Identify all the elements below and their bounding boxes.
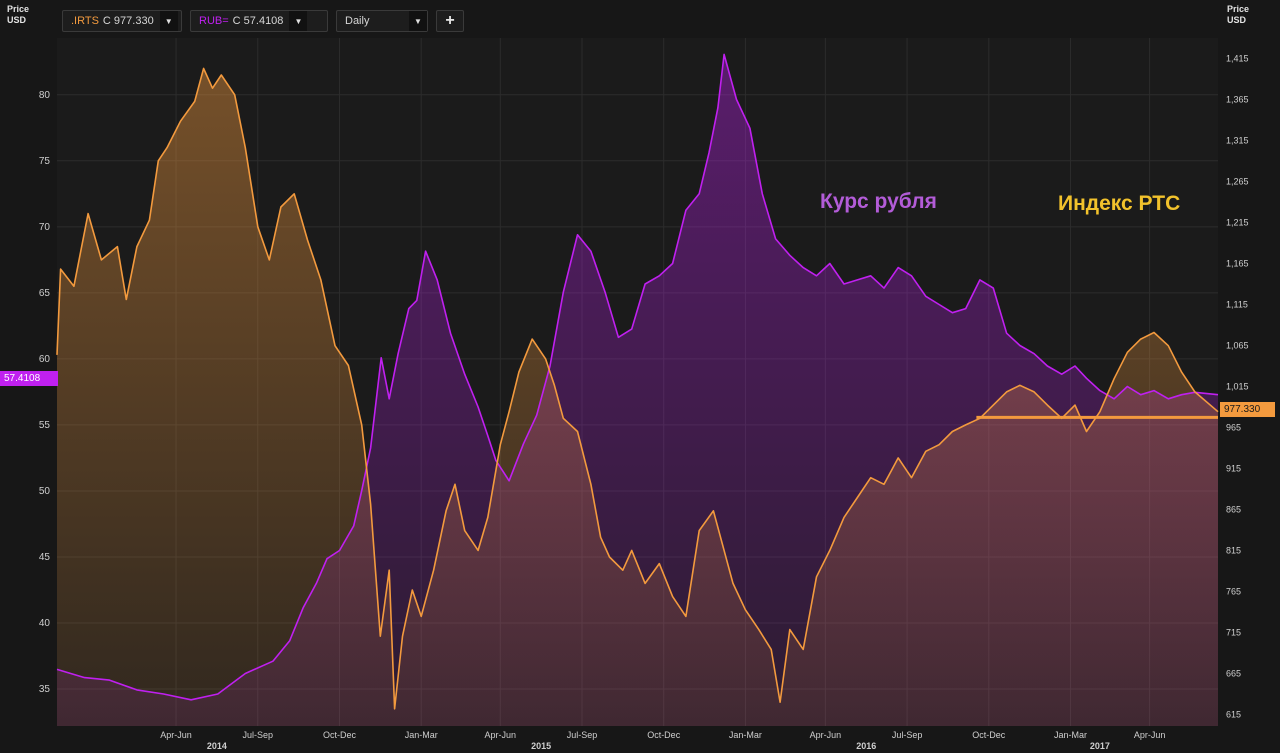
right-tick-label-14: 1,315 bbox=[1226, 136, 1249, 146]
x-tick-label-11: Jan-Mar bbox=[1054, 730, 1087, 740]
series-lines bbox=[56, 53, 1219, 710]
left-axis-label: Price bbox=[7, 4, 30, 14]
right-tick-label-5: 865 bbox=[1226, 505, 1241, 515]
right-tick-label-8: 1,015 bbox=[1226, 382, 1249, 392]
ric-selector-rub[interactable]: RUB= C 57.4108 ▼ bbox=[190, 10, 328, 32]
x-year-label-0: 2014 bbox=[207, 741, 227, 751]
ric-irts-value: C 977.330 bbox=[102, 15, 154, 27]
chevron-down-icon[interactable]: ▼ bbox=[289, 11, 308, 31]
ric-rub-value: C 57.4108 bbox=[232, 15, 284, 27]
x-tick-label-0: Apr-Jun bbox=[160, 730, 192, 740]
series-area-irts bbox=[57, 68, 1218, 726]
left-axis: 35 40 45 50 55 60 65 70 75 80 bbox=[39, 90, 51, 695]
series-line-irts bbox=[56, 67, 1219, 710]
left-tick-label-4: 55 bbox=[39, 420, 51, 431]
right-tick-label-0: 615 bbox=[1226, 710, 1241, 720]
x-tick-label-4: Apr-Jun bbox=[485, 730, 517, 740]
left-tick-label-5: 60 bbox=[39, 354, 51, 365]
period-select[interactable]: Daily ▼ bbox=[336, 10, 428, 32]
x-tick-label-5: Jul-Sep bbox=[567, 730, 598, 740]
x-year-label-2: 2016 bbox=[856, 741, 876, 751]
right-tick-label-4: 815 bbox=[1226, 546, 1241, 556]
left-tick-label-0: 35 bbox=[39, 684, 51, 695]
x-year-label-1: 2015 bbox=[531, 741, 551, 751]
right-axis: 615 665 715 765 815 865 915 965 1,015 1,065 1,115 1… bbox=[1226, 54, 1249, 720]
series-fills bbox=[57, 54, 1218, 726]
x-tick-label-1: Jul-Sep bbox=[242, 730, 273, 740]
right-tick-label-2: 715 bbox=[1226, 628, 1241, 638]
left-tick-label-2: 45 bbox=[39, 552, 51, 563]
left-axis-currency: USD bbox=[7, 15, 27, 25]
add-series-button[interactable]: + bbox=[436, 10, 464, 32]
chevron-down-icon[interactable]: ▼ bbox=[409, 11, 427, 31]
annotation-rts: Индекс РТС bbox=[1058, 192, 1181, 215]
left-tick-label-1: 40 bbox=[39, 618, 51, 629]
x-year-label-3: 2017 bbox=[1090, 741, 1110, 751]
x-tick-label-6: Oct-Dec bbox=[647, 730, 681, 740]
period-value: Daily bbox=[345, 15, 370, 27]
left-tick-label-7: 70 bbox=[39, 222, 51, 233]
ric-rub-name: RUB= bbox=[199, 15, 229, 27]
right-tick-label-3: 765 bbox=[1226, 587, 1241, 597]
chevron-down-icon[interactable]: ▼ bbox=[159, 11, 178, 31]
right-tick-label-1: 665 bbox=[1226, 669, 1241, 679]
series-line-rub bbox=[56, 53, 1219, 701]
rts-last-price-tag: 977.330 bbox=[1220, 402, 1275, 417]
x-tick-label-3: Jan-Mar bbox=[405, 730, 438, 740]
right-axis-label: Price bbox=[1227, 4, 1250, 14]
rub-last-price-tag: 57.4108 bbox=[0, 371, 58, 386]
left-axis-unit: Price USD bbox=[7, 4, 29, 26]
x-tick-label-8: Apr-Jun bbox=[810, 730, 842, 740]
right-tick-label-7: 965 bbox=[1226, 423, 1241, 433]
x-tick-label-10: Oct-Dec bbox=[972, 730, 1006, 740]
right-tick-label-16: 1,415 bbox=[1226, 54, 1249, 64]
right-tick-label-11: 1,165 bbox=[1226, 259, 1249, 269]
x-tick-label-7: Jan-Mar bbox=[729, 730, 762, 740]
right-tick-label-10: 1,115 bbox=[1226, 300, 1248, 310]
ric-irts-name: .IRTS bbox=[71, 15, 99, 27]
right-tick-label-9: 1,065 bbox=[1226, 341, 1249, 351]
right-tick-label-13: 1,265 bbox=[1226, 177, 1249, 187]
x-tick-label-2: Oct-Dec bbox=[323, 730, 357, 740]
right-tick-label-15: 1,365 bbox=[1226, 95, 1249, 105]
chart-toolbar: .IRTS C 977.330 ▼ RUB= C 57.4108 ▼ Daily… bbox=[62, 10, 464, 34]
annotation-rub: Курс рубля bbox=[820, 190, 937, 213]
x-axis: Apr-Jun Jul-Sep Oct-Dec Jan-Mar Apr-Jun Jul-S… bbox=[160, 730, 1165, 751]
left-tick-label-3: 50 bbox=[39, 486, 51, 497]
right-tick-label-12: 1,215 bbox=[1226, 218, 1249, 228]
x-tick-label-12: Apr-Jun bbox=[1134, 730, 1166, 740]
right-axis-unit: Price USD bbox=[1227, 4, 1249, 26]
x-tick-label-9: Jul-Sep bbox=[892, 730, 923, 740]
right-tick-label-6: 915 bbox=[1226, 464, 1241, 474]
right-axis-currency: USD bbox=[1227, 15, 1247, 25]
ric-selector-irts[interactable]: .IRTS C 977.330 ▼ bbox=[62, 10, 182, 32]
left-tick-label-8: 75 bbox=[39, 156, 51, 167]
left-tick-label-6: 65 bbox=[39, 288, 51, 299]
left-tick-label-9: 80 bbox=[39, 90, 51, 101]
